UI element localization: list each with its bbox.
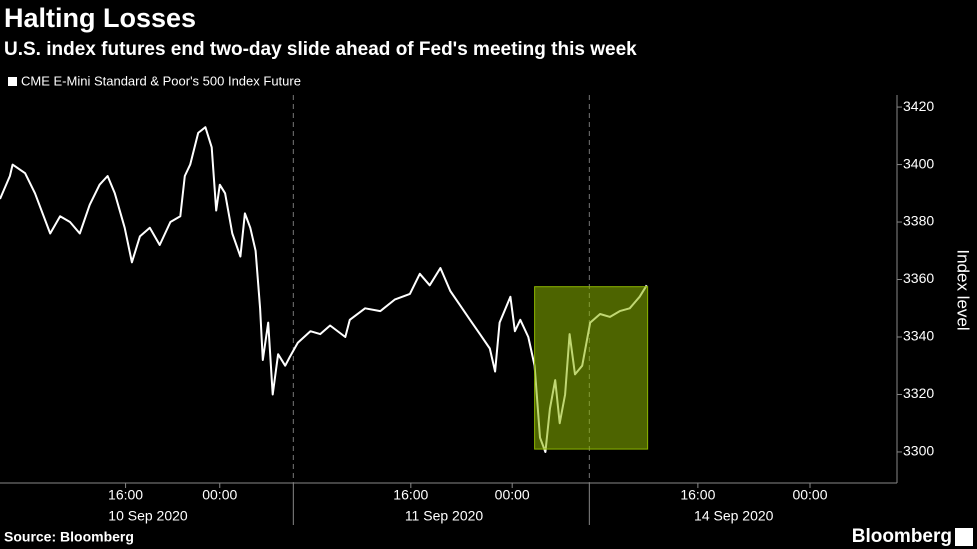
date-label: 10 Sep 2020 xyxy=(108,508,188,524)
y-tick-label: 3320 xyxy=(903,385,934,401)
y-tick-label: 3300 xyxy=(903,443,934,459)
brand-box xyxy=(955,528,973,546)
x-tick-label: 00:00 xyxy=(495,487,530,503)
y-tick-label: 3380 xyxy=(903,213,934,229)
y-tick-label: 3420 xyxy=(903,98,934,114)
y-axis-label: Index level xyxy=(954,249,973,330)
date-label: 11 Sep 2020 xyxy=(405,508,484,524)
highlight-box xyxy=(534,286,649,450)
brand: Bloomberg xyxy=(852,526,952,547)
x-tick-label: 00:00 xyxy=(202,487,237,503)
x-tick-label: 16:00 xyxy=(108,487,143,503)
y-tick-label: 3360 xyxy=(903,270,934,286)
y-tick-label: 3340 xyxy=(903,328,934,344)
legend-swatch xyxy=(8,77,17,86)
date-label: 14 Sep 2020 xyxy=(694,508,774,524)
source: Source: Bloomberg xyxy=(4,529,134,545)
x-tick-label: 00:00 xyxy=(792,487,827,503)
chart-subtitle: U.S. index futures end two-day slide ahe… xyxy=(4,39,637,60)
y-tick-label: 3400 xyxy=(903,155,934,171)
chart-title: Halting Losses xyxy=(4,3,196,33)
x-tick-label: 16:00 xyxy=(393,487,428,503)
x-tick-label: 16:00 xyxy=(680,487,715,503)
legend-label: CME E-Mini Standard & Poor's 500 Index F… xyxy=(21,73,301,88)
